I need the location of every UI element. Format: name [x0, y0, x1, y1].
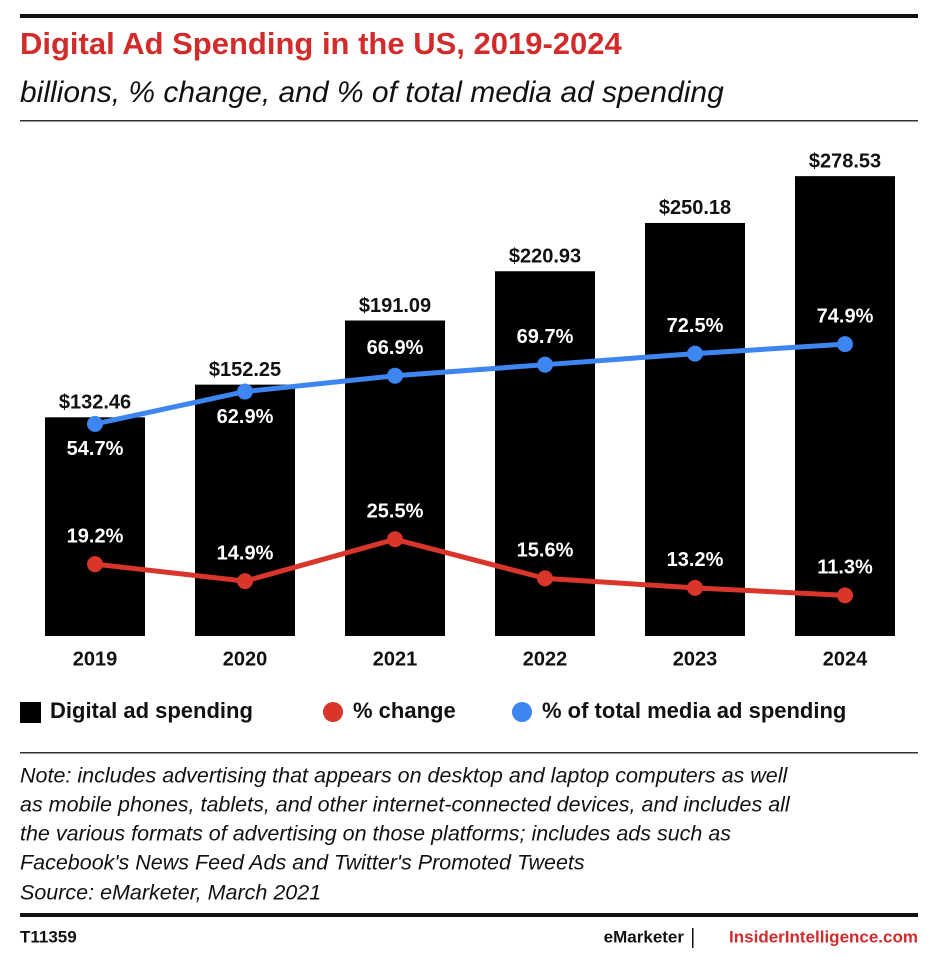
line-point — [237, 573, 253, 590]
bar-value-label: $191.09 — [359, 295, 431, 317]
line-value-label: 69.7% — [517, 326, 574, 348]
legend-label: Digital ad spending — [50, 698, 253, 723]
line-point — [687, 345, 703, 362]
line-value-label: 66.9% — [367, 337, 424, 359]
x-tick-label: 2020 — [223, 648, 268, 670]
line-point — [87, 556, 103, 573]
legend-swatch — [512, 702, 532, 722]
line-value-label: 19.2% — [67, 525, 124, 547]
rule — [20, 752, 918, 754]
bar-value-label: $152.25 — [209, 359, 281, 381]
bar-value-label: $132.46 — [59, 392, 131, 414]
separator — [692, 928, 694, 948]
chart-subtitle: billions, % change, and % of total media… — [20, 76, 724, 109]
footer-brand: eMarketer — [604, 927, 685, 946]
note-line: Facebook's News Feed Ads and Twitter's P… — [20, 851, 585, 875]
x-tick-label: 2024 — [823, 648, 868, 670]
bottom-rule — [20, 913, 918, 917]
line — [94, 341, 846, 427]
x-tick-label: 2023 — [673, 648, 718, 670]
footer-id: T11359 — [20, 927, 77, 946]
bar — [795, 176, 895, 636]
line-value-label: 14.9% — [217, 542, 274, 564]
rule — [20, 120, 918, 122]
x-tick-label: 2022 — [523, 648, 568, 670]
line-value-label: 62.9% — [217, 406, 274, 428]
line — [94, 536, 846, 598]
bar — [45, 417, 145, 636]
line-point — [537, 356, 553, 373]
line-point — [537, 570, 553, 587]
footer-site: InsiderIntelligence.com — [729, 927, 918, 946]
line-point — [837, 336, 853, 353]
source: Source: eMarketer, March 2021 — [20, 881, 321, 905]
line-value-label: 25.5% — [367, 501, 424, 523]
line-point — [387, 367, 403, 384]
line-value-label: 15.6% — [517, 540, 574, 562]
bar — [195, 384, 295, 636]
line-value-label: 11.3% — [817, 557, 873, 579]
line-point — [387, 531, 403, 548]
line-value-label: 54.7% — [67, 438, 124, 460]
top-rule — [20, 14, 918, 18]
x-tick-label: 2019 — [73, 648, 118, 670]
legend-label: % change — [353, 698, 456, 723]
bar-value-label: $220.93 — [509, 246, 581, 268]
line-value-label: 72.5% — [667, 315, 724, 337]
bar — [645, 222, 745, 636]
line-point — [237, 383, 253, 400]
legend-swatch — [20, 702, 41, 723]
chart-title: Digital Ad Spending in the US, 2019-2024 — [20, 26, 623, 61]
line-value-label: 13.2% — [667, 549, 724, 571]
line-point — [87, 415, 103, 432]
note-line: as mobile phones, tablets, and other int… — [20, 793, 791, 817]
legend-label: % of total media ad spending — [542, 698, 846, 723]
legend-swatch — [323, 702, 343, 722]
line-value-label: 74.9% — [817, 305, 874, 327]
bar-value-label: $278.53 — [809, 150, 881, 172]
line-point — [837, 587, 853, 604]
note-line: Note: includes advertising that appears … — [20, 764, 789, 788]
line-point — [687, 579, 703, 596]
note-line: the various formats of advertising on th… — [20, 822, 731, 846]
x-tick-label: 2021 — [373, 648, 418, 670]
bar-value-label: $250.18 — [659, 197, 731, 219]
